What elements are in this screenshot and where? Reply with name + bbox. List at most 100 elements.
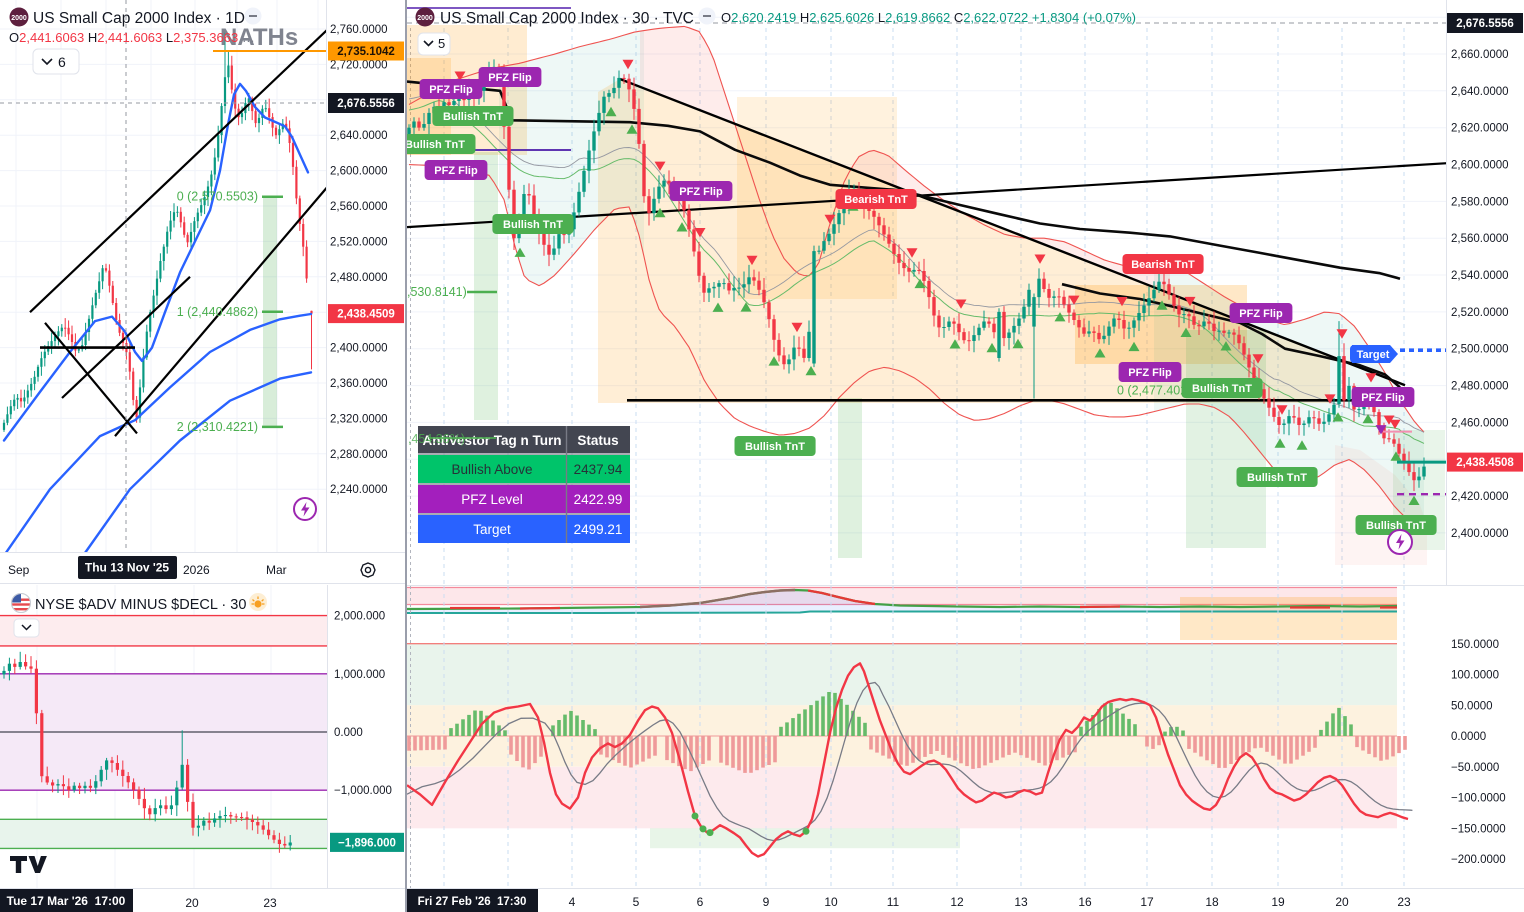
svg-text:2,676.5556: 2,676.5556 (1456, 18, 1514, 30)
svg-text:2,676.5556: 2,676.5556 (337, 98, 395, 110)
svg-text:2000: 2000 (11, 15, 27, 22)
svg-text:2 (2,310.4221): 2 (2,310.4221) (177, 420, 258, 434)
svg-text:2,400.0000: 2,400.0000 (330, 343, 388, 355)
svg-text:2,460.0000: 2,460.0000 (1451, 417, 1509, 429)
svg-text:US Small Cap 2000 Index · 1D: US Small Cap 2000 Index · 1D (33, 10, 245, 27)
svg-text:2,280.0000: 2,280.0000 (330, 449, 388, 461)
svg-text:−100.0000: −100.0000 (1451, 793, 1506, 805)
svg-text:Target: Target (473, 522, 511, 537)
svg-text:2,400.0000: 2,400.0000 (1451, 528, 1509, 540)
svg-text:Bullish TnT: Bullish TnT (745, 441, 805, 453)
svg-text:−50.0000: −50.0000 (1451, 762, 1499, 774)
svg-text:2,600.0000: 2,600.0000 (1451, 160, 1509, 172)
svg-text:O2,620.2419 H2,625.6026 L2,619: O2,620.2419 H2,625.6026 L2,619.8662 C2,6… (721, 10, 1136, 25)
svg-text:O2,441.6063 H2,441.6063 L2,375: O2,441.6063 H2,441.6063 L2,375.3663 … (9, 30, 255, 45)
svg-text:Bullish TnT: Bullish TnT (407, 139, 465, 151)
svg-text:6: 6 (58, 54, 66, 70)
svg-text:12: 12 (950, 895, 964, 909)
svg-text:16: 16 (1078, 895, 1092, 909)
svg-text:2,520.0000: 2,520.0000 (330, 236, 388, 248)
svg-text:2,660.0000: 2,660.0000 (1451, 49, 1509, 61)
svg-text:5: 5 (438, 36, 445, 51)
svg-text:PFZ Flip: PFZ Flip (679, 186, 723, 198)
svg-text:0.000: 0.000 (334, 727, 363, 739)
svg-text:2,480.0000: 2,480.0000 (330, 272, 388, 284)
svg-text:Fri 27 Feb '26 17:30: Fri 27 Feb '26 17:30 (418, 896, 527, 908)
svg-text:2,438.4509: 2,438.4509 (337, 309, 395, 321)
svg-text:2,580.0000: 2,580.0000 (1451, 196, 1509, 208)
svg-text:6: 6 (697, 895, 704, 909)
svg-text:2,600.0000: 2,600.0000 (330, 166, 388, 178)
svg-text:2,640.0000: 2,640.0000 (330, 130, 388, 142)
svg-text:PFZ Flip: PFZ Flip (1239, 308, 1283, 320)
svg-text:11: 11 (887, 895, 900, 909)
svg-text:2,720.0000: 2,720.0000 (330, 59, 388, 71)
svg-text:2,420.0000: 2,420.0000 (1451, 491, 1509, 503)
svg-text:2,560.0000: 2,560.0000 (330, 201, 388, 213)
svg-text:Bullish TnT: Bullish TnT (1192, 383, 1252, 395)
svg-text:Mar: Mar (266, 563, 287, 577)
svg-text:2,760.0000: 2,760.0000 (330, 24, 388, 36)
svg-text:17: 17 (1140, 895, 1154, 909)
svg-text:−150.0000: −150.0000 (1451, 823, 1506, 835)
svg-text:PFZ Flip: PFZ Flip (1361, 392, 1405, 404)
svg-text:20: 20 (185, 896, 199, 910)
svg-text:2,320.0000: 2,320.0000 (330, 413, 388, 425)
svg-text:Target: Target (1357, 349, 1390, 361)
svg-text:13: 13 (1014, 895, 1028, 909)
svg-text:50.0000: 50.0000 (1451, 700, 1493, 712)
svg-text:US Small Cap 2000 Index · 30 ·: US Small Cap 2000 Index · 30 · TVC (440, 10, 694, 27)
svg-text:Bullish TnT: Bullish TnT (1366, 520, 1426, 532)
svg-text:Thu 13 Nov '25: Thu 13 Nov '25 (85, 561, 170, 575)
svg-text:23: 23 (263, 896, 277, 910)
svg-text:−1,896.000: −1,896.000 (338, 837, 396, 849)
svg-text:2,240.0000: 2,240.0000 (330, 484, 388, 496)
svg-text:Bearish TnT: Bearish TnT (844, 194, 908, 206)
svg-text:0 (2,570.5503): 0 (2,570.5503) (177, 190, 258, 204)
svg-text:Bullish TnT: Bullish TnT (443, 111, 503, 123)
svg-text:150.0000: 150.0000 (1451, 639, 1499, 651)
svg-text:−200.0000: −200.0000 (1451, 854, 1506, 866)
svg-text:19: 19 (1271, 895, 1285, 909)
svg-text:PFZ Flip: PFZ Flip (488, 72, 532, 84)
svg-text:Bullish TnT: Bullish TnT (1247, 472, 1307, 484)
svg-text:1 (2,440.4862): 1 (2,440.4862) (177, 305, 258, 319)
svg-text:2,620.0000: 2,620.0000 (1451, 123, 1509, 135)
svg-text:2,480.0000: 2,480.0000 (1451, 381, 1509, 393)
svg-text:1,000.000: 1,000.000 (334, 669, 385, 681)
svg-text:2000: 2000 (417, 15, 433, 22)
svg-text:10: 10 (824, 895, 838, 909)
svg-text:2,000.000: 2,000.000 (334, 611, 385, 623)
svg-text:PFZ Flip: PFZ Flip (429, 84, 473, 96)
svg-text:Bullish TnT: Bullish TnT (503, 219, 563, 231)
svg-text:Bullish Above: Bullish Above (451, 462, 532, 477)
svg-text:4: 4 (569, 895, 576, 909)
svg-text:23: 23 (1397, 895, 1411, 909)
svg-text:2,560.0000: 2,560.0000 (1451, 233, 1509, 245)
svg-text:18: 18 (1205, 895, 1219, 909)
svg-text:PFZ Flip: PFZ Flip (1128, 367, 1172, 379)
svg-text:5: 5 (633, 895, 640, 909)
svg-text:0.0000: 0.0000 (1451, 731, 1486, 743)
svg-text:AntiVestor Tag n Turn: AntiVestor Tag n Turn (422, 433, 561, 448)
svg-text:2,540.0000: 2,540.0000 (1451, 270, 1509, 282)
svg-text:9: 9 (763, 895, 770, 909)
svg-text:0 (2,477.4025: 0 (2,477.4025 (1117, 383, 1194, 397)
svg-text:Sep: Sep (8, 563, 30, 577)
svg-text:NATHs: NATHs (220, 24, 298, 51)
svg-text:−1,000.000: −1,000.000 (334, 785, 392, 797)
svg-text:2,360.0000: 2,360.0000 (330, 378, 388, 390)
svg-text:Status: Status (577, 433, 618, 448)
svg-text:100.0000: 100.0000 (1451, 670, 1499, 682)
svg-text:2026: 2026 (183, 563, 210, 577)
svg-text:NYSE $ADV MINUS $DECL · 30: NYSE $ADV MINUS $DECL · 30 (35, 597, 246, 613)
svg-text:2437.94: 2437.94 (574, 462, 623, 477)
svg-text:2,735.1042: 2,735.1042 (337, 46, 395, 58)
svg-text:Tue 17 Mar '26 17:00: Tue 17 Mar '26 17:00 (7, 894, 126, 908)
svg-text:PFZ Flip: PFZ Flip (434, 165, 478, 177)
svg-text:20: 20 (1335, 895, 1349, 909)
svg-text:2,520.0000: 2,520.0000 (1451, 307, 1509, 319)
svg-text:2499.21: 2499.21 (574, 522, 623, 537)
svg-text:2,640.0000: 2,640.0000 (1451, 86, 1509, 98)
svg-text:2,500.0000: 2,500.0000 (1451, 344, 1509, 356)
